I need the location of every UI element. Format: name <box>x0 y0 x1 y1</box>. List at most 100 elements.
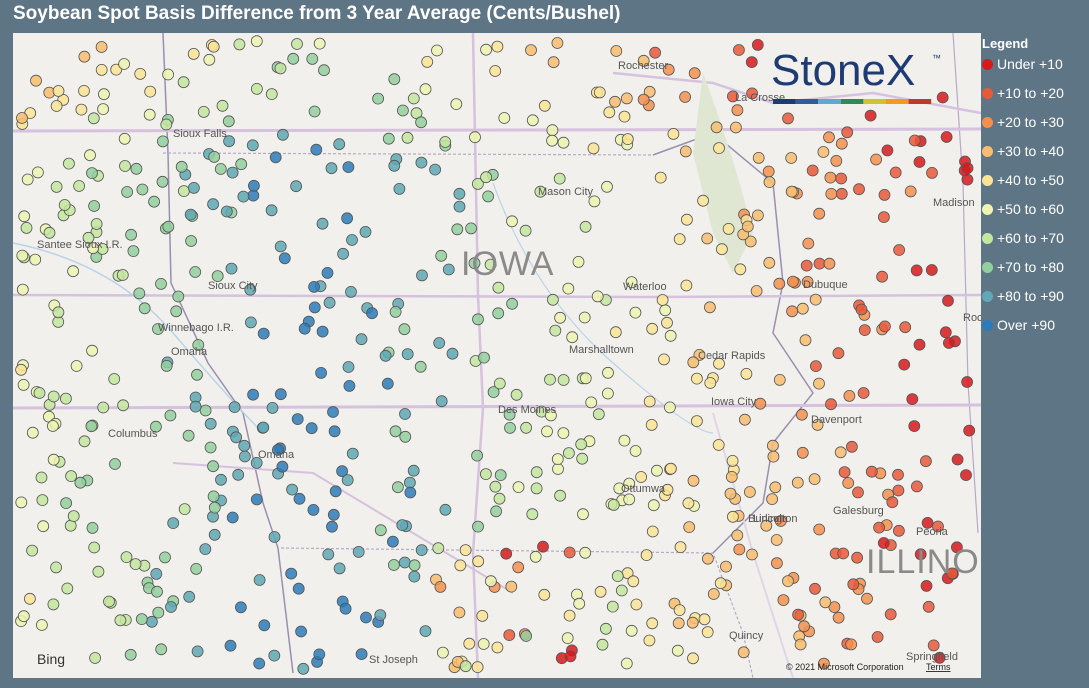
station-dot <box>575 438 588 451</box>
station-dot <box>926 166 938 179</box>
station-dot <box>573 597 586 610</box>
place-label: Omaha <box>258 449 295 461</box>
station-dot <box>152 323 164 335</box>
station-dot <box>333 138 346 151</box>
station-dot <box>268 531 281 543</box>
station-dot <box>109 458 121 470</box>
station-dot <box>579 546 592 559</box>
station-dot <box>119 160 131 172</box>
station-dot <box>818 657 830 670</box>
station-dot <box>149 420 162 433</box>
station-dot <box>97 401 110 414</box>
place-label: Quincy <box>729 630 764 642</box>
station-dot <box>745 56 758 69</box>
station-dot <box>563 546 576 559</box>
station-dot <box>479 468 492 481</box>
station-dot <box>618 434 631 447</box>
station-dot <box>393 182 406 195</box>
station-dot <box>222 115 235 128</box>
station-dot <box>490 505 503 518</box>
station-dot <box>618 110 631 123</box>
station-dot <box>431 44 443 57</box>
legend-item: +20 to +30 <box>982 114 1064 143</box>
station-dot <box>70 360 83 372</box>
station-dot <box>16 112 28 124</box>
station-dot <box>73 180 85 192</box>
station-dot <box>913 156 926 168</box>
station-dot <box>526 114 539 127</box>
station-dot <box>345 285 357 298</box>
station-dot <box>852 486 864 499</box>
station-dot <box>208 151 221 163</box>
station-dot <box>225 262 238 275</box>
station-dot <box>752 209 764 222</box>
map[interactable]: Rochester La Crosse Sioux Falls Mason City I… <box>13 33 981 678</box>
station-dot <box>687 474 700 487</box>
station-dot <box>771 557 783 570</box>
station-dot <box>492 281 505 294</box>
station-dot <box>564 650 577 663</box>
title: Soybean Spot Basis Difference from 3 Yea… <box>13 3 621 24</box>
station-dot <box>187 181 200 194</box>
station-dot <box>86 521 99 534</box>
station-dot <box>855 303 868 316</box>
station-dot <box>291 38 303 50</box>
station-dot <box>834 446 847 459</box>
station-dot <box>388 73 401 86</box>
station-dot <box>33 387 46 399</box>
station-dot <box>207 198 220 211</box>
station-dot <box>691 415 703 428</box>
station-dot <box>842 477 855 489</box>
station-dot <box>673 233 686 246</box>
station-dot <box>177 185 190 198</box>
place-label: St Joseph <box>369 654 418 666</box>
station-dot <box>557 136 570 149</box>
station-dot <box>487 386 500 399</box>
station-dot <box>602 366 614 379</box>
station-dot <box>114 614 127 627</box>
station-dot <box>98 88 110 101</box>
station-dot <box>103 595 115 608</box>
station-dot <box>276 128 289 141</box>
station-dot <box>247 388 260 401</box>
station-dot <box>893 524 905 537</box>
terms: Terms <box>926 662 951 672</box>
station-dot <box>50 100 63 112</box>
station-dot <box>746 87 758 100</box>
station-dot <box>484 575 497 588</box>
station-dot <box>333 562 346 575</box>
station-dot <box>664 329 677 342</box>
station-dot <box>835 137 848 150</box>
station-dot <box>374 524 387 537</box>
station-dot <box>226 166 239 179</box>
station-dot <box>148 195 161 208</box>
station-dot <box>861 592 873 605</box>
station-dot <box>585 396 598 409</box>
station-dot <box>770 534 783 546</box>
station-dot <box>832 611 845 624</box>
station-dot <box>754 397 767 410</box>
station-dot <box>688 67 701 80</box>
station-dot <box>408 570 421 583</box>
station-dot <box>961 376 973 388</box>
station-dot <box>342 361 355 373</box>
station-dot <box>889 166 902 179</box>
station-dot <box>610 45 623 57</box>
station-dot <box>683 521 696 534</box>
station-dot <box>960 469 972 482</box>
station-dot <box>187 47 200 60</box>
station-dot <box>160 359 173 372</box>
station-dot <box>643 395 656 408</box>
station-dot <box>925 264 938 276</box>
station-dot <box>60 497 72 510</box>
station-dot <box>429 163 442 176</box>
station-dot <box>825 187 838 200</box>
station-dot <box>525 44 537 57</box>
station-dot <box>713 357 725 370</box>
station-dot <box>416 269 428 282</box>
station-dot <box>714 577 727 590</box>
station-dot <box>306 52 319 65</box>
station-dot <box>587 142 600 155</box>
station-dot <box>607 498 620 511</box>
station-dot <box>366 307 378 320</box>
